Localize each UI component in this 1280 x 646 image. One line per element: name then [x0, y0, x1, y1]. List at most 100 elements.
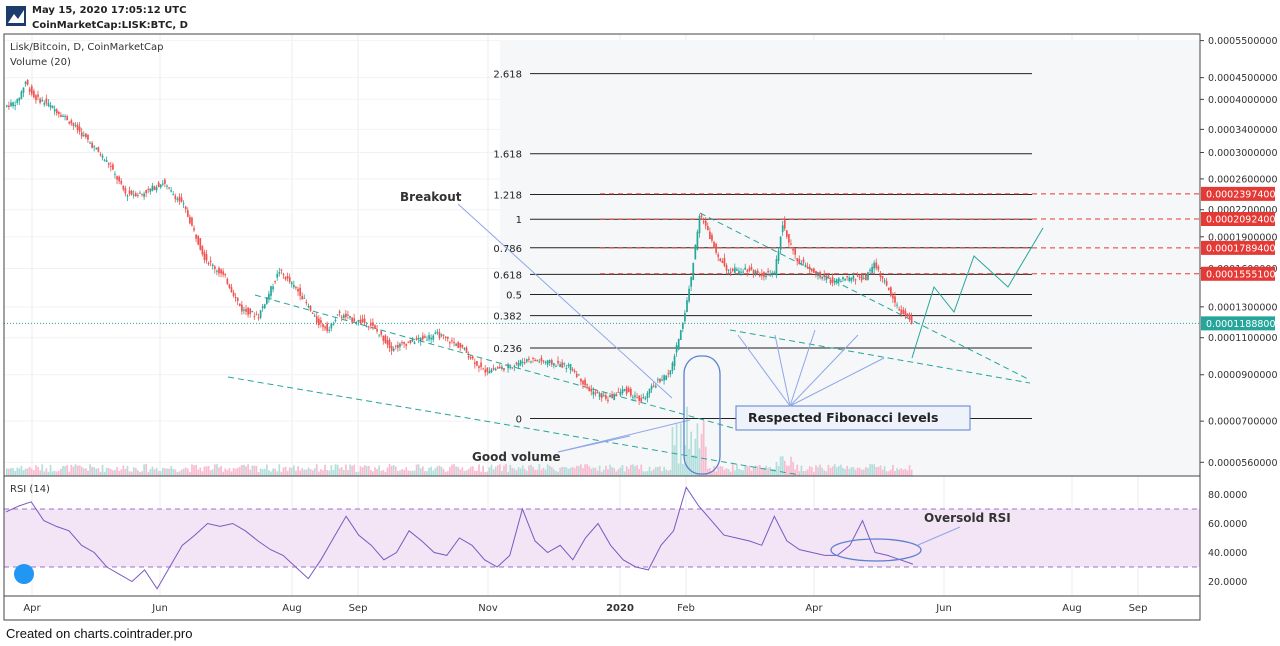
candle-body — [37, 94, 39, 97]
volume-bar — [413, 470, 416, 476]
candle-body — [513, 365, 516, 367]
annotation-pointer — [789, 329, 816, 407]
annotation-pointer — [557, 435, 631, 453]
volume-bar — [247, 464, 249, 476]
annotation-fib-text: Respected Fibonacci levels — [748, 410, 938, 425]
volume-bar — [754, 465, 757, 476]
candle-body — [39, 98, 41, 103]
volume-bar — [93, 467, 96, 476]
candle-body — [563, 363, 566, 365]
candle-body — [598, 393, 601, 397]
chart-title: Lisk/Bitcoin, D, CoinMarketCap — [10, 42, 163, 53]
candle-body — [428, 335, 430, 340]
volume-bar — [361, 467, 364, 476]
candle-body — [311, 312, 314, 314]
candle-body — [505, 364, 507, 366]
candle-body — [6, 105, 8, 107]
volume-bar — [122, 465, 125, 476]
volume-bar — [555, 471, 557, 476]
volume-bar — [810, 467, 813, 476]
price-label-box — [1201, 316, 1275, 331]
candle-body — [842, 277, 844, 280]
volume-bar — [777, 466, 780, 476]
annotation-pointer — [789, 357, 885, 407]
volume-bar — [661, 471, 663, 476]
candle-body — [586, 384, 589, 386]
volume-bar — [586, 464, 589, 476]
grid — [4, 34, 1200, 596]
candle-body — [266, 297, 268, 304]
candle-body — [476, 361, 478, 366]
candle-body — [781, 225, 784, 233]
y-tick-label: 0.0000900000 — [1208, 370, 1278, 381]
candle-body — [170, 190, 173, 192]
volume-bar — [848, 468, 851, 476]
volume-bar — [132, 467, 135, 476]
candle-body — [679, 330, 682, 340]
x-tick-label: Apr — [805, 603, 823, 614]
candle-body — [509, 366, 512, 368]
volume-bar — [752, 467, 755, 476]
volume-bar — [436, 466, 439, 476]
candle-body — [47, 103, 50, 106]
volume-bar — [49, 465, 52, 476]
volume-bar — [704, 446, 707, 476]
candles — [6, 79, 913, 406]
candle-body — [218, 267, 220, 274]
volume-bar — [74, 464, 77, 476]
candle-body — [675, 344, 678, 353]
volume-bar — [879, 465, 882, 476]
y-tick-label: 0.0002600000 — [1208, 174, 1278, 185]
volume-bar — [652, 469, 655, 476]
candle-body — [159, 184, 162, 188]
volume-bar — [602, 469, 605, 476]
candle-body — [503, 368, 505, 371]
volume-bar — [833, 464, 836, 476]
volume-bar — [24, 468, 27, 476]
volume-bar — [411, 470, 414, 476]
annotation-fib-box — [735, 405, 971, 431]
volume-bar — [276, 471, 279, 476]
candle-body — [380, 331, 383, 335]
volume-bar — [904, 468, 907, 476]
volume-bar — [750, 470, 753, 476]
volume-bar — [856, 467, 859, 476]
candle-body — [257, 317, 260, 319]
volume-bar — [513, 468, 516, 476]
candle-body — [636, 397, 638, 399]
candle-body — [752, 269, 755, 275]
volume-bar — [282, 467, 285, 476]
volume-bar — [349, 464, 351, 476]
volume-bar — [781, 456, 784, 476]
candle-body — [82, 134, 85, 136]
candle-body — [887, 287, 890, 291]
volume-bar — [794, 469, 797, 476]
volume-bar — [303, 469, 306, 476]
volume-bar — [877, 466, 880, 476]
volume-bar — [392, 464, 395, 476]
candle-body — [280, 269, 283, 271]
volume-bar — [45, 468, 48, 476]
candle-body — [76, 124, 79, 131]
volume-bar — [559, 467, 561, 476]
candle-body — [197, 235, 200, 245]
volume-bar — [486, 471, 489, 476]
rsi-legend: RSI (14) — [10, 484, 50, 495]
volume-bar — [222, 471, 225, 476]
volume-bar — [449, 466, 451, 476]
fib-label: 1.218 — [493, 190, 522, 201]
volume-bar — [336, 464, 339, 476]
volume-bar — [756, 465, 759, 476]
volume-bar — [723, 469, 726, 476]
fib-label: 0 — [516, 415, 522, 426]
candle-body — [293, 284, 295, 288]
volume-bar — [850, 467, 853, 476]
volume-bar — [526, 470, 528, 476]
candle-body — [567, 364, 570, 367]
candle-body — [394, 345, 397, 347]
candle-body — [740, 271, 742, 273]
volume-bar — [205, 466, 208, 476]
volume-bar — [209, 470, 212, 476]
volume-bar — [76, 465, 79, 476]
